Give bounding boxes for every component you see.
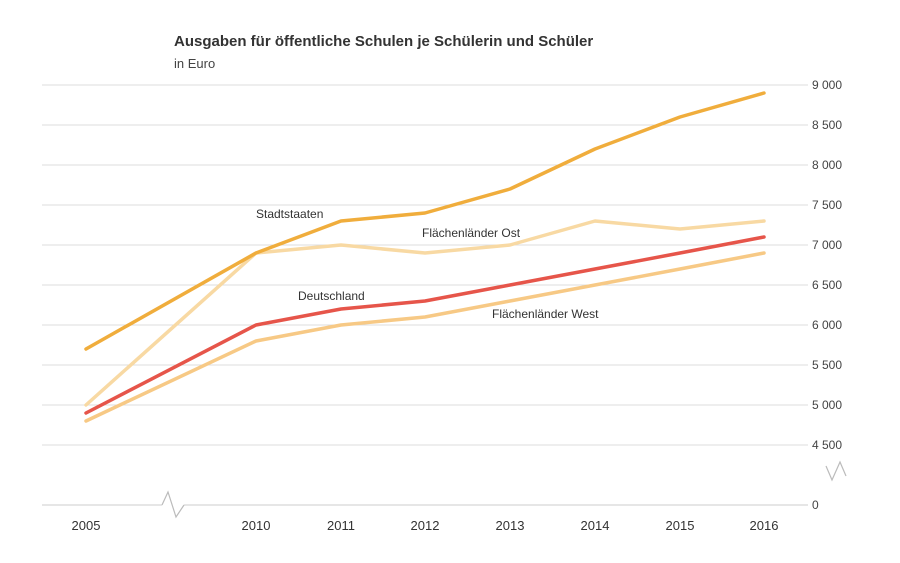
series-label: Stadtstaaten [256, 207, 323, 221]
series-line-deutschland [84, 235, 766, 415]
series-label: Deutschland [298, 289, 365, 303]
series-line-stadtstaaten [84, 91, 766, 351]
y-tick-label: 9 000 [812, 78, 842, 92]
x-tick-label: 2014 [581, 518, 610, 533]
x-tick-label: 2005 [72, 518, 101, 533]
x-tick-label: 2012 [411, 518, 440, 533]
y-tick-label: 6 000 [812, 318, 842, 332]
chart-title: Ausgaben für öffentliche Schulen je Schü… [174, 33, 594, 50]
y-tick-label: 6 500 [812, 278, 842, 292]
y-tick-label: 8 500 [812, 118, 842, 132]
x-tick-label: 2011 [327, 518, 355, 533]
chart-subtitle: in Euro [174, 56, 216, 71]
y-tick-label: 4 500 [812, 438, 842, 452]
x-tick-label: 2016 [750, 518, 779, 533]
series-label: Flächenländer Ost [422, 226, 521, 240]
x-tick-label: 2015 [666, 518, 695, 533]
y-tick-label: 7 000 [812, 238, 842, 252]
grid-lines [42, 84, 808, 446]
y-tick-label: 5 000 [812, 398, 842, 412]
series-label: Flächenländer West [492, 307, 599, 321]
y-tick-label: 8 000 [812, 158, 842, 172]
x-tick-label: 2010 [242, 518, 271, 533]
x-axis-break-mark [161, 490, 185, 519]
series-lines [84, 91, 766, 423]
series-line-fl-chenl-nder-ost [84, 219, 766, 407]
y-tick-label: 7 500 [812, 198, 842, 212]
series-labels: Stadtstaaten Flächenländer Ost Deutschland… [256, 207, 599, 321]
series-line-fl-chenl-nder-west [84, 251, 766, 423]
y-tick-label: 0 [812, 498, 819, 512]
y-tick-label: 5 500 [812, 358, 842, 372]
x-tick-label: 2013 [496, 518, 525, 533]
y-axis-break-mark [825, 460, 847, 482]
axis-layer: 9 000 8 500 8 000 7 500 7 000 6 500 6 000 5 500… [42, 78, 847, 533]
